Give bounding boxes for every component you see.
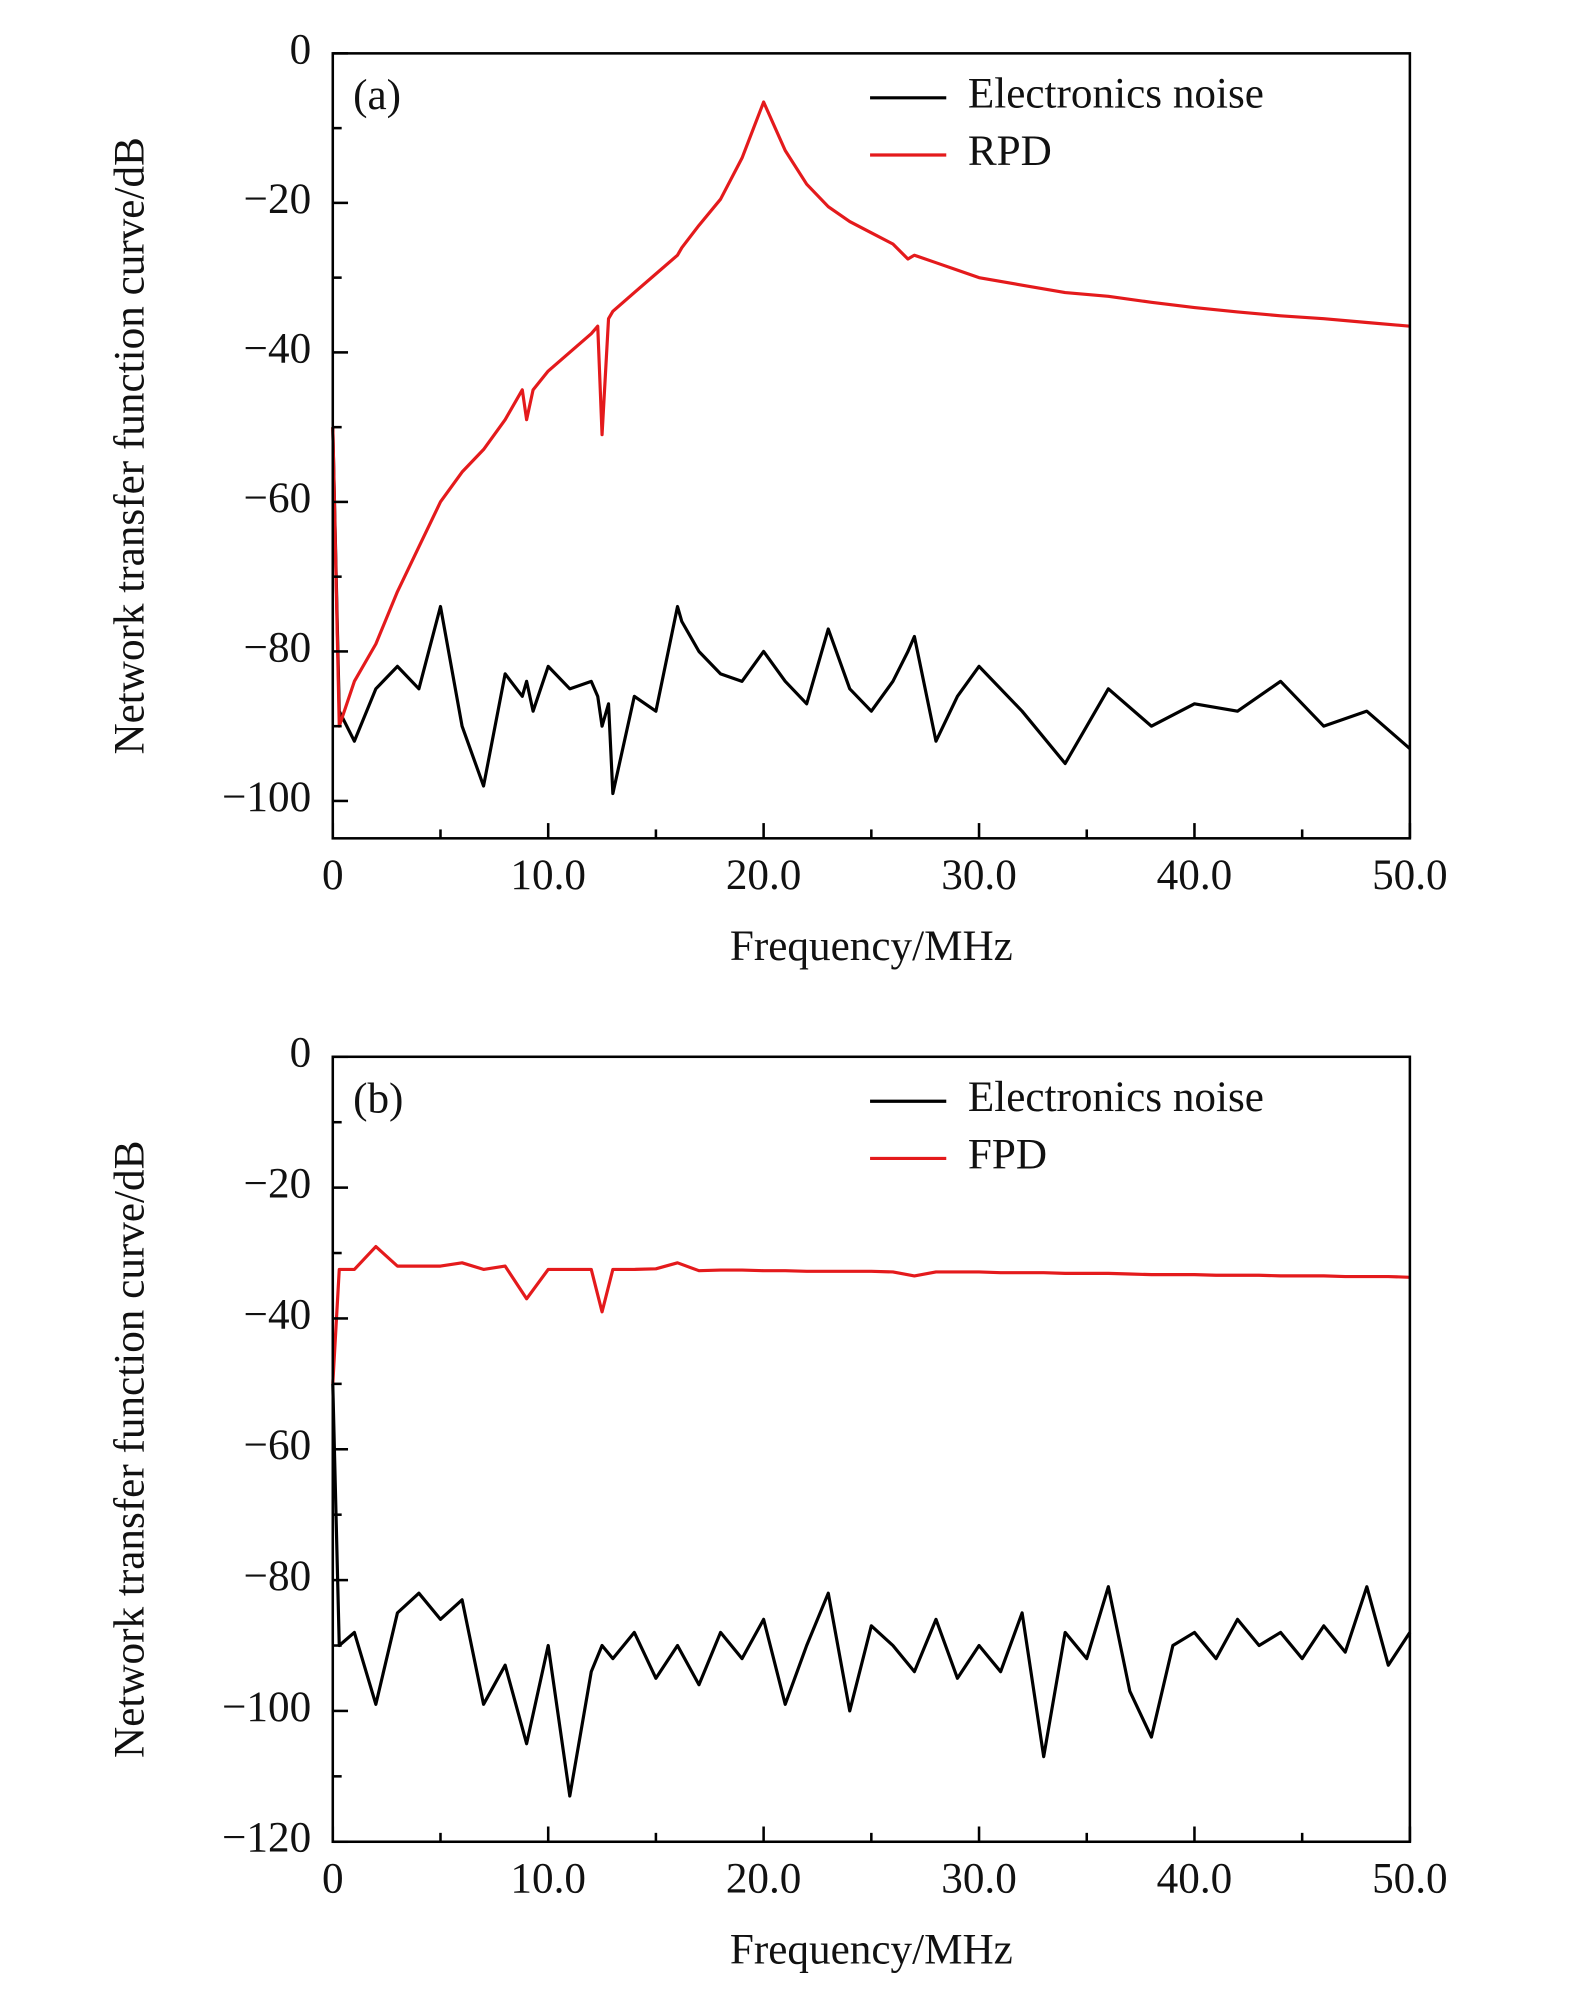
y-tick-label: −100	[222, 774, 311, 821]
series-line	[331, 427, 1411, 796]
y-tick-label: 0	[290, 1030, 312, 1077]
y-tick-label: −40	[244, 1291, 312, 1338]
x-tick-label: 50.0	[1372, 852, 1448, 899]
x-tick-label: 0	[322, 852, 344, 899]
y-tick-label: 0	[290, 26, 312, 73]
x-tick-label: 40.0	[1157, 852, 1233, 899]
legend-label: RPD	[968, 128, 1052, 175]
series-line	[331, 1383, 1412, 1798]
x-axis-label: Frequency/MHz	[730, 1926, 1013, 1973]
y-tick-label: −40	[244, 325, 312, 372]
y-tick-label: −100	[222, 1684, 311, 1731]
x-tick-label: 30.0	[941, 852, 1017, 899]
x-tick-label: 0	[322, 1855, 344, 1902]
series-line	[331, 100, 1411, 728]
y-tick-label: −60	[244, 1422, 312, 1469]
x-tick-label: 10.0	[510, 1855, 586, 1902]
plot-frame	[331, 52, 1412, 840]
annotation: (b)	[353, 1075, 403, 1122]
x-tick-label: 50.0	[1372, 1855, 1448, 1902]
y-tick-label: −120	[222, 1815, 311, 1862]
plot-frame	[331, 1055, 1412, 1844]
x-tick-label: 30.0	[941, 1855, 1017, 1902]
series-line	[331, 1244, 1410, 1384]
y-tick-label: −60	[244, 475, 312, 522]
x-tick-label: 20.0	[726, 1855, 802, 1902]
annotation: (a)	[353, 72, 401, 119]
y-tick-label: −20	[244, 1161, 312, 1208]
y-tick-label: −80	[244, 1553, 312, 1600]
legend-label: FPD	[968, 1131, 1047, 1178]
y-axis-label: Network transfer function curve/dB	[106, 1141, 153, 1758]
y-tick-label: −80	[244, 624, 312, 671]
x-tick-label: 20.0	[726, 852, 802, 899]
x-tick-label: 10.0	[510, 852, 586, 899]
x-axis-label: Frequency/MHz	[730, 923, 1013, 970]
x-tick-label: 40.0	[1157, 1855, 1233, 1902]
y-axis-label: Network transfer function curve/dB	[106, 137, 153, 754]
y-tick-label: −20	[244, 176, 312, 223]
legend-label: Electronics noise	[968, 71, 1264, 118]
legend-label: Electronics noise	[968, 1074, 1264, 1121]
